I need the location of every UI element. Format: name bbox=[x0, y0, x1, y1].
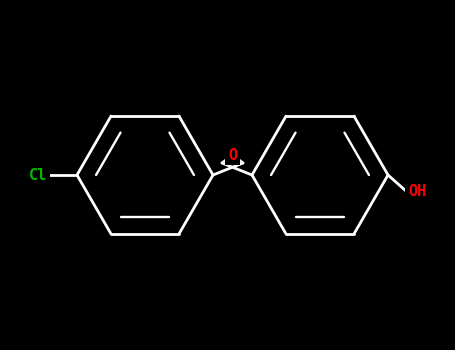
Text: Cl: Cl bbox=[29, 168, 47, 182]
Text: O: O bbox=[228, 147, 237, 162]
Text: OH: OH bbox=[408, 183, 426, 198]
